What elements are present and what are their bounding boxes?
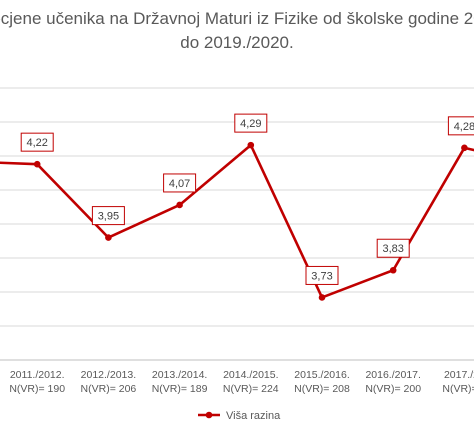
x-tick-label-count: N(VR)= 190 [9, 383, 65, 395]
x-tick-label-year: 2016./2017. [365, 369, 420, 381]
data-points [33, 141, 468, 301]
data-label-text: 3,83 [382, 243, 403, 255]
data-label: 4,22 [20, 132, 54, 152]
data-point [247, 141, 255, 149]
data-label-text: 4,28 [454, 121, 474, 133]
x-tick-label-count: N(VR)= 2 [442, 383, 474, 395]
data-point [389, 266, 397, 274]
data-label: 3,95 [91, 206, 125, 226]
data-point [33, 160, 41, 168]
data-point [176, 201, 183, 209]
data-point [105, 234, 112, 241]
chart-title-line-2: do 2019./2020. [180, 33, 293, 52]
x-tick-label-count: N(VR)= 200 [365, 383, 421, 395]
data-point [461, 144, 468, 152]
x-tick-label-count: N(VR)= 189 [152, 383, 208, 395]
data-label: 4,07 [163, 173, 197, 193]
data-label-box [163, 173, 197, 193]
data-label-box [447, 116, 474, 136]
data-label: 4,28 [447, 116, 474, 136]
data-label: 4,29 [234, 113, 268, 133]
data-label-box [20, 132, 54, 152]
x-tick-label-year: 2015./2016. [294, 369, 349, 381]
x-tick-label-count: N(VR)= 208 [294, 383, 350, 395]
x-tick-label-year: 2013./2014. [152, 369, 207, 381]
legend-point-marker [205, 411, 213, 419]
gridlines [0, 87, 474, 361]
x-tick-label-year: 2017./20 [444, 369, 474, 381]
data-label-box [376, 238, 410, 258]
x-tick-label-year: 2014./2015. [223, 369, 278, 381]
data-label-text: 4,22 [26, 137, 47, 149]
data-label-box [234, 113, 268, 133]
x-tick-label-year: 2012./2013. [81, 369, 136, 381]
data-label-box [91, 206, 125, 226]
data-labels: 4,22 3,95 4,07 4,29 3,73 3,83 4,28 [20, 113, 474, 285]
x-tick-label-year: 2011./2012. [10, 369, 65, 381]
chart-title: ocjene učenika na Državnoj Maturi iz Fiz… [0, 9, 474, 28]
data-label: 3,83 [376, 238, 410, 258]
data-label-text: 4,29 [240, 118, 261, 130]
data-label-box [305, 265, 339, 285]
data-label-text: 4,07 [169, 178, 190, 190]
x-tick-label-count: N(VR)= 224 [223, 383, 279, 395]
data-label-text: 3,73 [311, 270, 332, 282]
x-tick-label-count: N(VR)= 206 [81, 383, 137, 395]
data-point [318, 294, 326, 301]
series-line-layer [0, 143, 474, 299]
series-line-visa-razina [0, 143, 474, 299]
data-label: 3,73 [305, 265, 339, 285]
legend: Viša razina [198, 410, 281, 422]
data-label-text: 3,95 [98, 211, 119, 223]
x-axis: 2010./2011.2011./2012.N(VR)= 1902012./20… [9, 369, 474, 395]
legend-label: Viša razina [226, 410, 281, 422]
